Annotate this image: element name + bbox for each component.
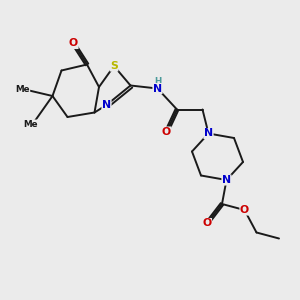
Text: O: O	[162, 127, 171, 137]
Text: S: S	[110, 61, 118, 71]
Text: O: O	[240, 205, 249, 215]
Text: Me: Me	[15, 85, 30, 94]
Text: H: H	[154, 76, 161, 85]
Text: O: O	[202, 218, 211, 229]
Text: O: O	[69, 38, 78, 49]
Text: Me: Me	[24, 120, 38, 129]
Text: N: N	[153, 83, 162, 94]
Text: N: N	[204, 128, 213, 139]
Text: N: N	[102, 100, 111, 110]
Text: N: N	[222, 175, 231, 185]
